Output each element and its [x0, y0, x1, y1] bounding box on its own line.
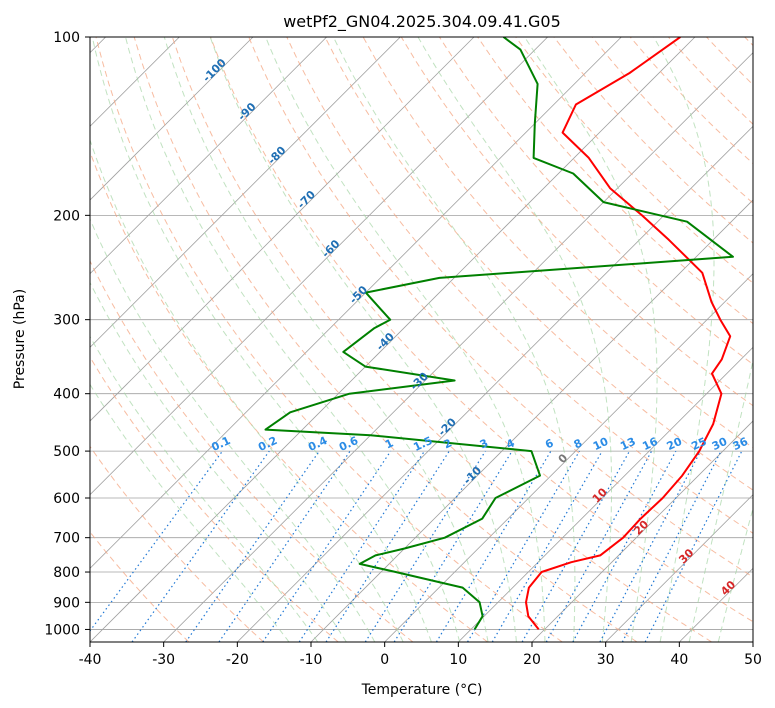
- y-tick-label: 400: [53, 387, 80, 403]
- moist-adiabat-line: [90, 281, 347, 642]
- mixing-ratio-line: [466, 450, 580, 642]
- mixing-ratio-line: [435, 450, 552, 642]
- isotherm-line: [90, 37, 254, 201]
- moist-adiabat-line: [91, 37, 432, 642]
- moist-adiabat-line: [163, 37, 489, 642]
- x-tick-label: 30: [597, 652, 615, 668]
- mixing-ratio-line: [521, 450, 631, 642]
- moist-adiabat-line: [125, 37, 461, 642]
- mixing-ratio-line: [491, 450, 603, 642]
- plot-frame: [89, 36, 754, 643]
- moist-adiabat-line: [90, 383, 290, 642]
- x-axis-label: Temperature (°C): [361, 682, 483, 698]
- dry-adiabat-line: [324, 37, 753, 491]
- mixing-ratio-label: 36: [731, 435, 751, 453]
- y-tick-label: 800: [53, 565, 80, 581]
- moist-adiabat-line: [688, 358, 753, 642]
- isotherm-line: [163, 52, 753, 642]
- mixing-ratio-lines: [90, 450, 743, 642]
- isotherm-line: [90, 37, 696, 642]
- y-tick-label: 1000: [44, 622, 80, 638]
- mixing-ratio-label: 30: [710, 435, 730, 453]
- y-tick-label: 700: [53, 531, 80, 547]
- dry-adiabat-line: [210, 37, 753, 623]
- isotherm-line: [531, 420, 753, 642]
- mixing-ratio-label: 25: [689, 435, 708, 453]
- moist-adiabat-line: [209, 37, 517, 642]
- moist-adiabat-line: [90, 217, 376, 642]
- moist-adiabat-line: [332, 37, 576, 642]
- y-tick-label: 100: [53, 30, 80, 46]
- y-tick-label: 900: [53, 595, 80, 611]
- moist-adiabat-line: [653, 37, 715, 642]
- x-tick-label: -10: [300, 652, 323, 668]
- mixing-ratio-line: [364, 450, 486, 642]
- moist-adiabat-line: [417, 37, 612, 642]
- x-tick-label: 10: [449, 652, 467, 668]
- y-axis-ticks: 100 200 300 400 500 600 700 800 900 1000: [44, 30, 90, 638]
- isotherm-line: [90, 37, 475, 422]
- isotherm-line: [237, 125, 753, 642]
- mixing-ratio-line: [325, 450, 450, 642]
- chart-title: wetPf2_GN04.2025.304.09.41.G05: [283, 12, 561, 32]
- mixing-ratio-label: 13: [618, 435, 637, 453]
- isotherm-line: [90, 37, 401, 348]
- mixing-ratio-label: 20: [665, 435, 685, 453]
- plot-area: -100-90-80-70-60-50-40-30-20-10 0.1 0.2 0.…: [90, 37, 753, 642]
- x-tick-label: 50: [744, 652, 762, 668]
- x-tick-label: -30: [152, 652, 175, 668]
- x-tick-label: 0: [380, 652, 389, 668]
- dry-adiabat-line: [248, 37, 753, 578]
- y-axis-label: Pressure (hPa): [12, 289, 28, 389]
- mixing-ratio-line: [393, 450, 513, 642]
- dry-adiabat-line: [95, 37, 563, 642]
- dry-adiabat-line: [90, 259, 414, 642]
- x-tick-label: -40: [79, 652, 102, 668]
- profile-series: [264, 37, 734, 631]
- isotherm-lines: [90, 37, 753, 642]
- x-tick-label: 40: [670, 652, 688, 668]
- x-tick-label: -20: [226, 652, 249, 668]
- moist-adiabat-line: [90, 335, 319, 642]
- y-tick-label: 600: [53, 491, 80, 507]
- moist-adiabat-line: [90, 138, 404, 642]
- x-axis-ticks: -40 -30 -20 -10 0 10 20 30 40 50: [79, 642, 762, 668]
- dry-adiabat-line: [171, 37, 712, 642]
- y-tick-label: 300: [53, 313, 80, 329]
- isotherm-line: [90, 37, 622, 569]
- dewpoint-profile-line: [264, 37, 734, 630]
- mixing-ratio-line: [298, 450, 425, 642]
- isotherm-line: [458, 346, 753, 642]
- isotherm-line: [90, 37, 548, 496]
- mixing-ratio-label: 10: [591, 435, 611, 453]
- moist-adiabat-line: [265, 37, 546, 642]
- dry-adiabat-line: [90, 445, 264, 642]
- y-tick-label: 200: [53, 208, 80, 224]
- temperature-profile-line: [525, 37, 732, 631]
- isotherm-line: [90, 37, 327, 275]
- mixing-ratio-line: [572, 450, 677, 642]
- moist-adiabat-line: [717, 506, 753, 642]
- dry-adiabat-line: [286, 37, 753, 534]
- mixing-ratio-line: [545, 450, 653, 642]
- x-tick-label: 20: [523, 652, 541, 668]
- mixing-ratio-label: 16: [640, 435, 660, 453]
- mixing-ratio-line: [185, 450, 320, 642]
- dry-adiabat-line: [515, 37, 753, 284]
- moist-adiabat-lines: [90, 37, 753, 642]
- moist-adiabat-line: [524, 37, 658, 642]
- y-tick-label: 500: [53, 444, 80, 460]
- isotherm-line: [605, 494, 753, 642]
- isotherm-line: [384, 273, 753, 642]
- mixing-ratio-line: [131, 450, 270, 642]
